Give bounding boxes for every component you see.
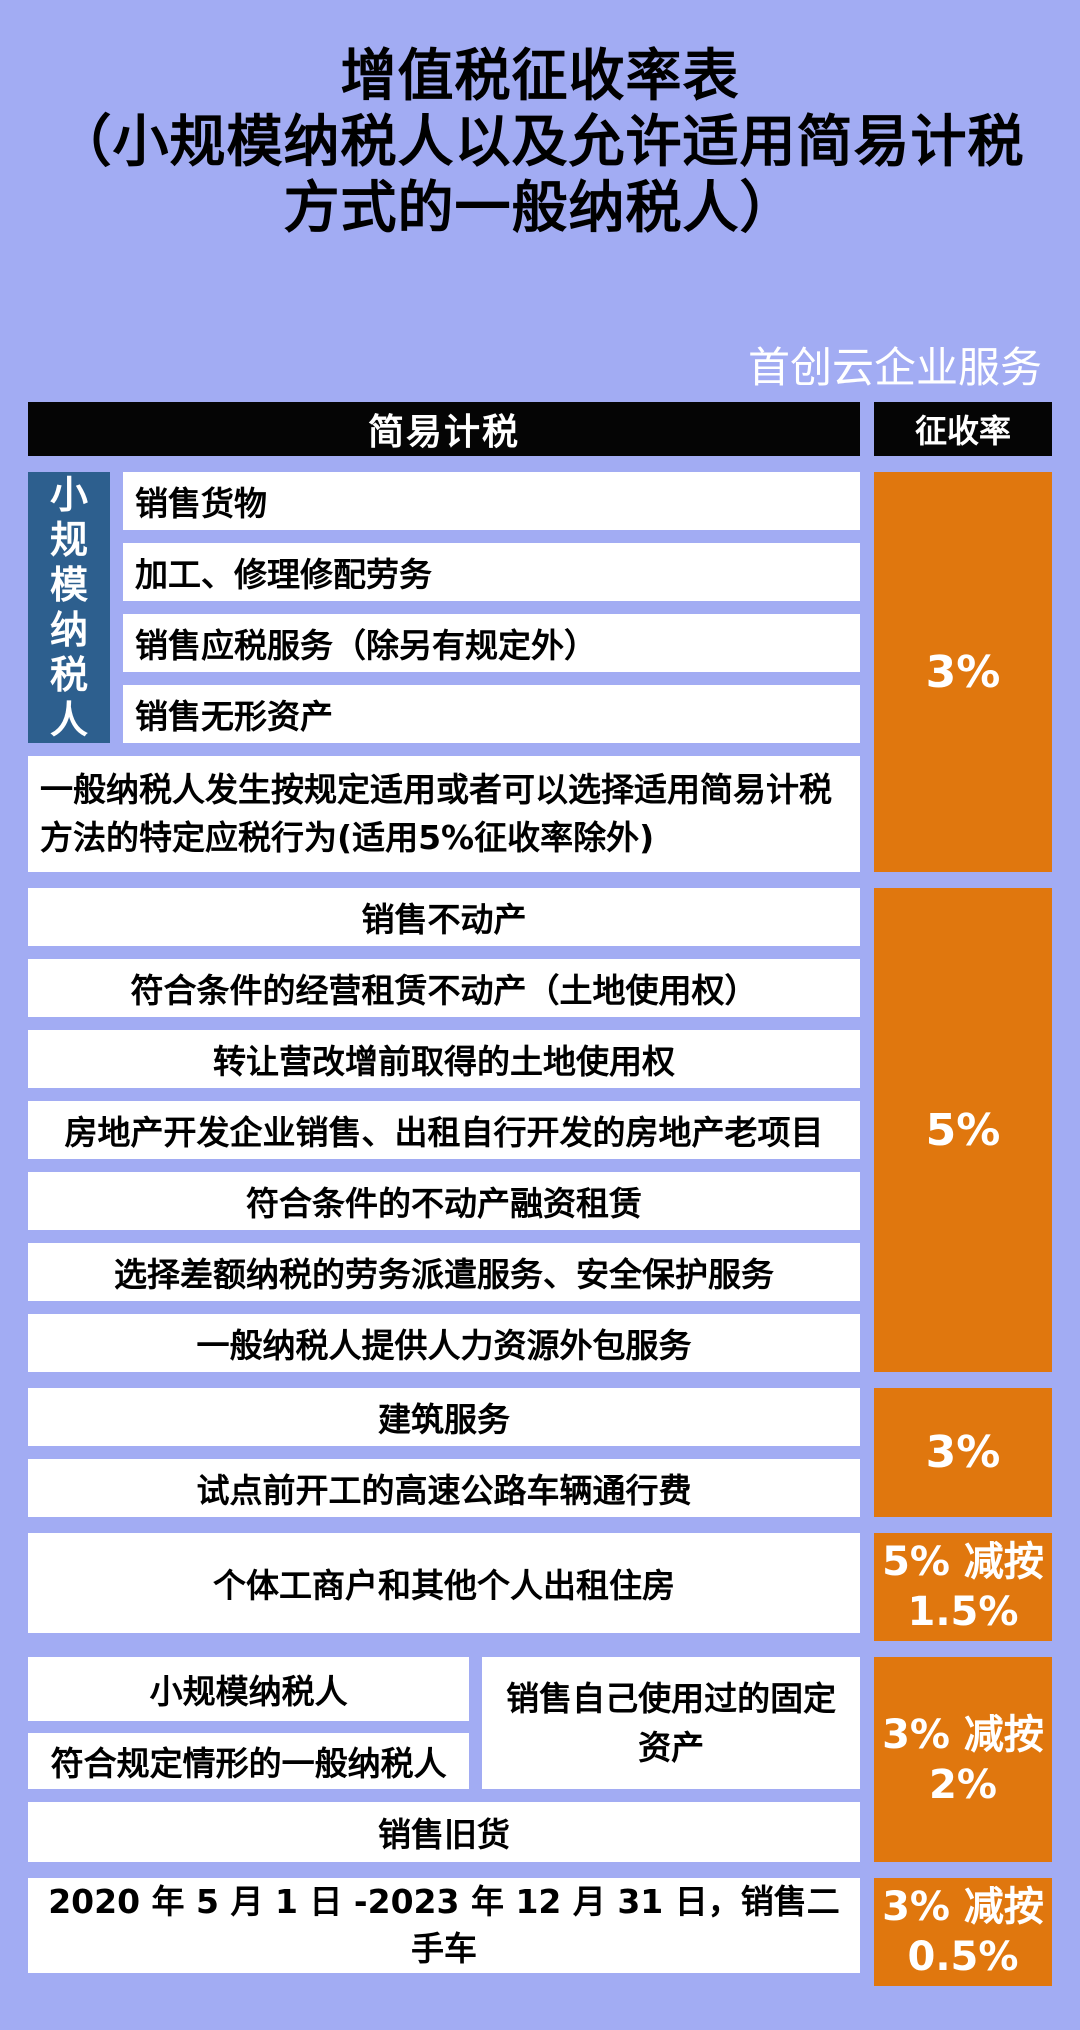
header-cell-rate: 征收率 [874,402,1052,456]
side-label-small-scale-taxpayer: 小规模纳税人 [28,472,110,743]
table-row: 试点前开工的高速公路车辆通行费 [28,1459,860,1517]
rate-group-5pct-reduced: 个体工商户和其他个人出租住房 5% 减按 1.5% [28,1533,1052,1641]
rate-group-3pct: 小规模纳税人 销售货物 加工、修理修配劳务 销售应税服务（除另有规定外） 销售无… [28,472,1052,872]
table-row: 小规模纳税人 [28,1657,470,1721]
group-3pct-rows: 销售货物 加工、修理修配劳务 销售应税服务（除另有规定外） 销售无形资产 [123,472,860,743]
table-row: 选择差额纳税的劳务派遣服务、安全保护服务 [28,1243,860,1301]
table-row: 个体工商户和其他个人出租住房 [28,1533,860,1633]
table-row: 加工、修理修配劳务 [123,543,860,601]
rate-cell-5pct: 5% [874,888,1052,1372]
table-row: 符合规定情形的一般纳税人 [28,1733,470,1789]
group-5pct-reduced-rows: 个体工商户和其他个人出租住房 [28,1533,860,1641]
side-label-text: 小规模纳税人 [49,472,88,742]
title-line-2: （小规模纳税人以及允许适用简易计税 [55,110,1025,175]
table-row: 转让营改增前取得的土地使用权 [28,1030,860,1088]
table-row-fixed-assets: 销售自己使用过的固定资产 [482,1657,860,1789]
rate-group-5pct: 销售不动产 符合条件的经营租赁不动产（土地使用权） 转让营改增前取得的土地使用权… [28,888,1052,1372]
brand-watermark: 首创云企业服务 [747,343,1042,392]
taxpayer-subcolumn: 小规模纳税人 符合规定情形的一般纳税人 [28,1657,470,1789]
rate-group-3pct-reduced-05pct: 2020 年 5 月 1 日 -2023 年 12 月 31 日，销售二手车 3… [28,1878,1052,1986]
group-3pct-construction-rows: 建筑服务 试点前开工的高速公路车辆通行费 [28,1388,860,1517]
table-row-used-car: 2020 年 5 月 1 日 -2023 年 12 月 31 日，销售二手车 [28,1878,860,1973]
rate-group-3pct-construction: 建筑服务 试点前开工的高速公路车辆通行费 3% [28,1388,1052,1517]
group-3pct-reduced-top: 小规模纳税人 符合规定情形的一般纳税人 销售自己使用过的固定资产 [28,1657,860,1789]
group-3pct-items: 小规模纳税人 销售货物 加工、修理修配劳务 销售应税服务（除另有规定外） 销售无… [28,472,860,872]
table-row: 销售不动产 [28,888,860,946]
table-row-note: 一般纳税人发生按规定适用或者可以选择适用简易计税方法的特定应税行为(适用5%征收… [28,756,860,872]
group-5pct-rows: 销售不动产 符合条件的经营租赁不动产（土地使用权） 转让营改增前取得的土地使用权… [28,888,860,1372]
group-used-car-rows: 2020 年 5 月 1 日 -2023 年 12 月 31 日，销售二手车 [28,1878,860,1986]
rate-cell-3pct: 3% [874,472,1052,872]
title-line-3: 方式的一般纳税人） [283,176,797,241]
rate-cell-5pct-reduced-1-5pct: 5% 减按 1.5% [874,1533,1052,1641]
table-row: 符合条件的经营租赁不动产（土地使用权） [28,959,860,1017]
rate-cell-3pct-construction: 3% [874,1388,1052,1517]
rate-group-3pct-reduced-2pct: 小规模纳税人 符合规定情形的一般纳税人 销售自己使用过的固定资产 销售旧货 3%… [28,1657,1052,1862]
table-row: 房地产开发企业销售、出租自行开发的房地产老项目 [28,1101,860,1159]
table-row: 一般纳税人提供人力资源外包服务 [28,1314,860,1372]
table-row: 销售应税服务（除另有规定外） [123,614,860,672]
rate-cell-3pct-reduced-2pct: 3% 减按 2% [874,1657,1052,1862]
table-row: 销售旧货 [28,1802,860,1862]
table-row: 符合条件的不动产融资租赁 [28,1172,860,1230]
rate-cell-3pct-reduced-05pct: 3% 减按 0.5% [874,1878,1052,1986]
table-row: 建筑服务 [28,1388,860,1446]
table-row: 销售无形资产 [123,685,860,743]
group-3pct-top: 小规模纳税人 销售货物 加工、修理修配劳务 销售应税服务（除另有规定外） 销售无… [28,472,860,743]
table-header: 简易计税 征收率 [28,402,1052,456]
table-row: 销售货物 [123,472,860,530]
tax-rate-table: 简易计税 征收率 小规模纳税人 销售货物 加工、修理修配劳务 销售应税服务（除另… [28,402,1052,1986]
group-3pct-reduced-rows: 小规模纳税人 符合规定情形的一般纳税人 销售自己使用过的固定资产 销售旧货 [28,1657,860,1862]
header-cell-simple-tax: 简易计税 [28,402,860,456]
title-line-1: 增值税征收率表 [340,44,740,109]
page-title: 增值税征收率表 （小规模纳税人以及允许适用简易计税 方式的一般纳税人） [0,0,1080,242]
